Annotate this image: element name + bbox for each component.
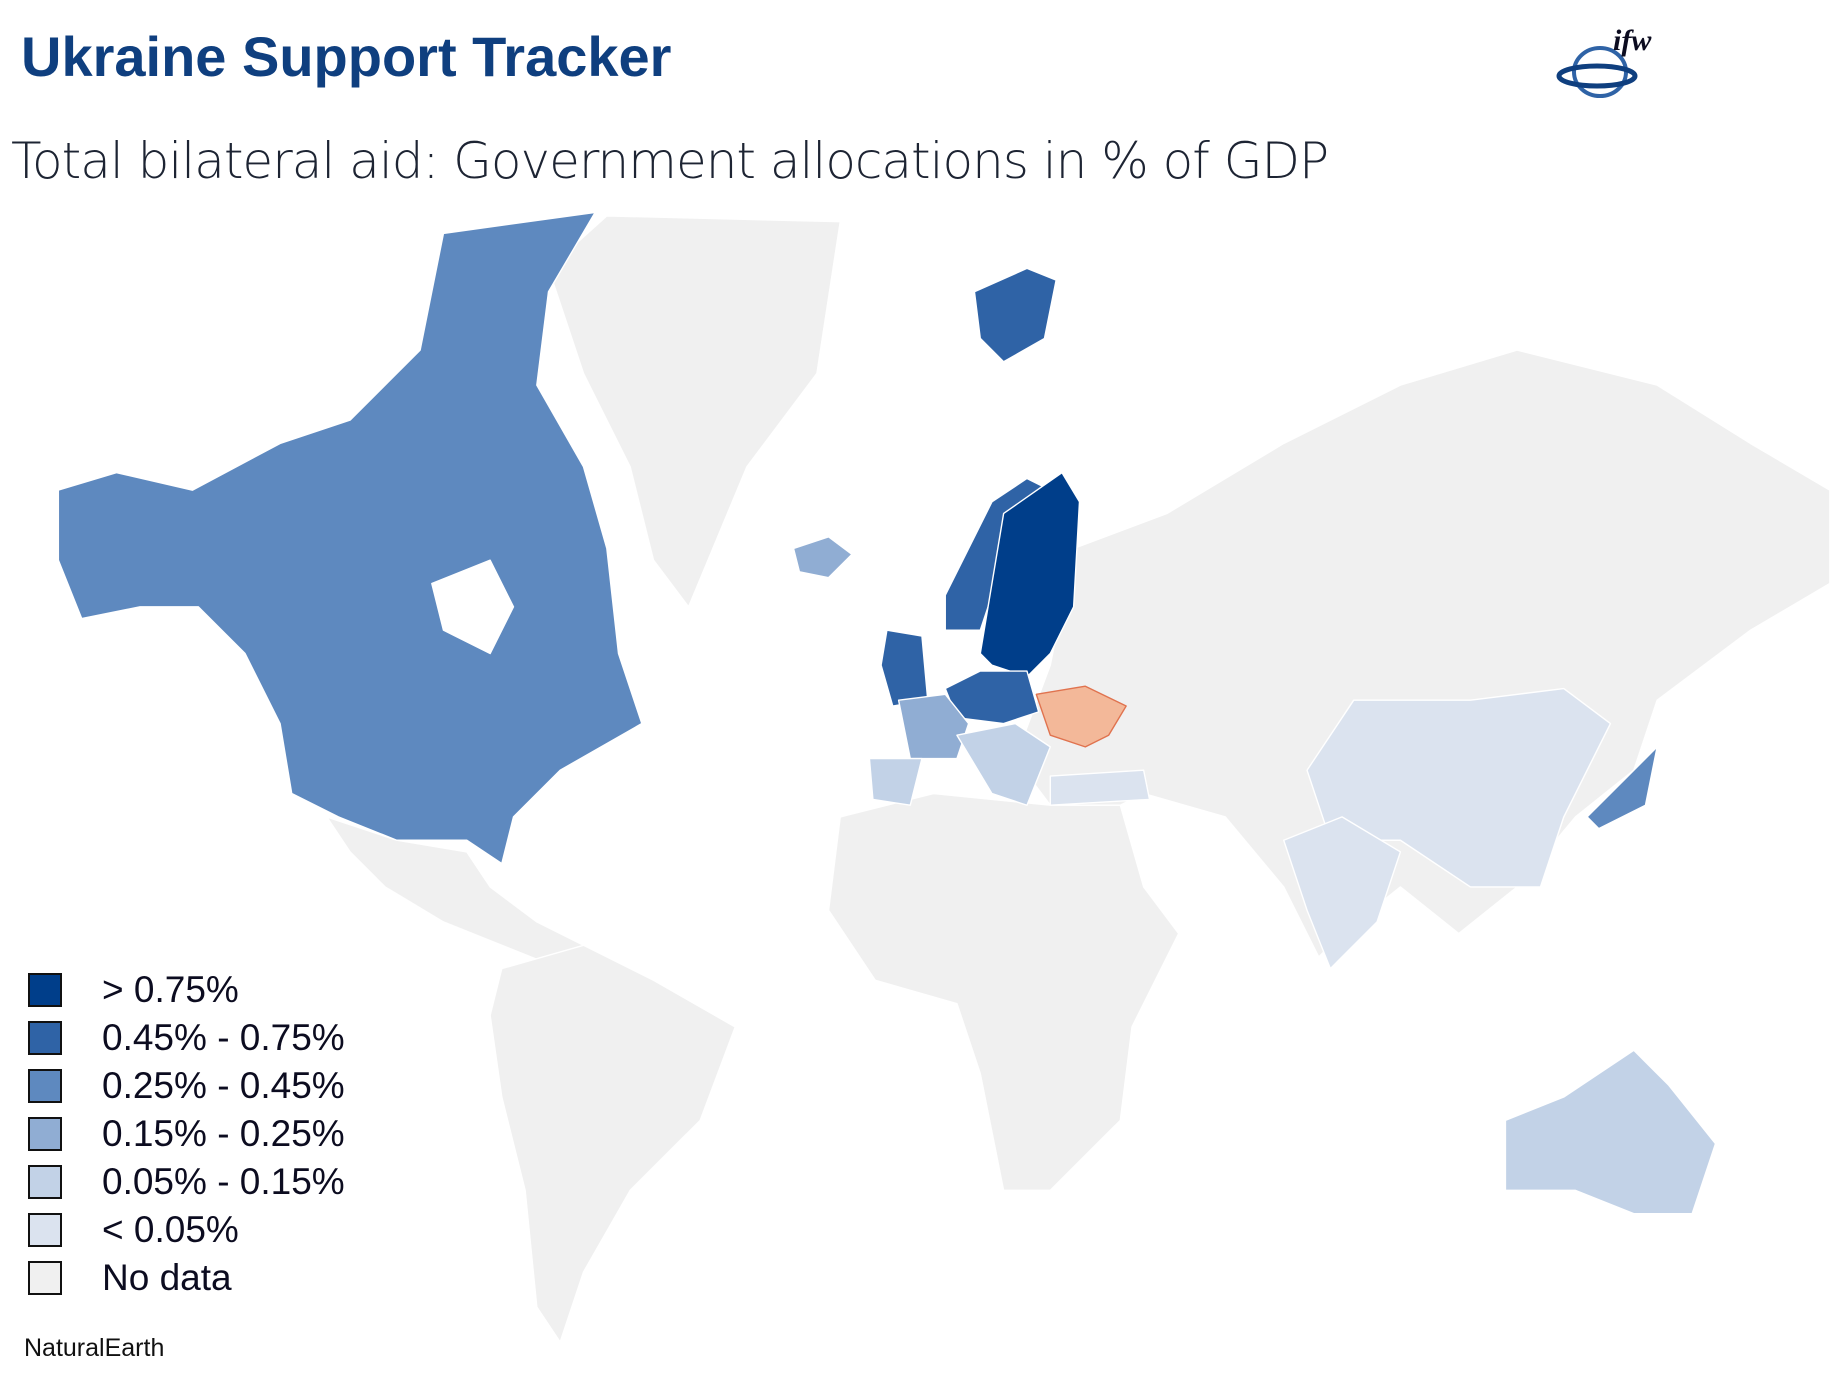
legend-item: 0.25% - 0.45%: [28, 1062, 345, 1110]
region: [868, 757, 923, 806]
logo-ring: [1556, 63, 1638, 89]
region: [1282, 816, 1402, 970]
legend-swatch: [28, 1213, 62, 1247]
legend-label: 0.45% - 0.75%: [102, 1017, 345, 1058]
legend-item: 0.45% - 0.75%: [28, 1014, 345, 1062]
region: [1586, 746, 1658, 830]
subtitle: Total bilateral aid: Government allocati…: [11, 132, 1329, 190]
legend-item: 0.15% - 0.25%: [28, 1110, 345, 1158]
logo-text: ifw: [1613, 24, 1652, 57]
logo: ifw: [1556, 24, 1652, 98]
region: [1049, 769, 1151, 806]
legend-label: > 0.75%: [102, 969, 239, 1010]
legend-swatch: [28, 1069, 62, 1103]
legend-swatch: [28, 973, 62, 1007]
legend-item: No data: [28, 1254, 345, 1302]
legend-swatch: [28, 1261, 62, 1295]
legend-label: 0.05% - 0.15%: [102, 1161, 345, 1202]
region: [57, 211, 643, 865]
legend-swatch: [28, 1165, 62, 1199]
region: [1014, 349, 1830, 958]
legend-item: 0.05% - 0.15%: [28, 1158, 345, 1206]
region: [792, 536, 853, 579]
region: [979, 471, 1081, 678]
region: [880, 629, 929, 707]
lake: [431, 559, 515, 655]
ukraine: [1035, 685, 1127, 748]
legend-label: No data: [102, 1257, 232, 1298]
region: [1504, 1049, 1717, 1215]
title: Ukraine Support Tracker: [21, 25, 672, 88]
legend-item: > 0.75%: [28, 966, 345, 1014]
legend-item: < 0.05%: [28, 1206, 345, 1254]
legend-label: 0.15% - 0.25%: [102, 1113, 345, 1154]
region: [956, 722, 1052, 806]
region: [827, 792, 1180, 1192]
source: NaturalEarth: [24, 1334, 165, 1362]
legend-label: < 0.05%: [102, 1209, 239, 1250]
legend-swatch: [28, 1117, 62, 1151]
region: [547, 215, 841, 608]
region: [973, 267, 1057, 363]
legend-label: 0.25% - 0.45%: [102, 1065, 345, 1106]
legend: > 0.75% 0.45% - 0.75% 0.25% - 0.45% 0.15% -…: [28, 966, 345, 1302]
legend-swatch: [28, 1021, 62, 1055]
region: [489, 944, 736, 1343]
